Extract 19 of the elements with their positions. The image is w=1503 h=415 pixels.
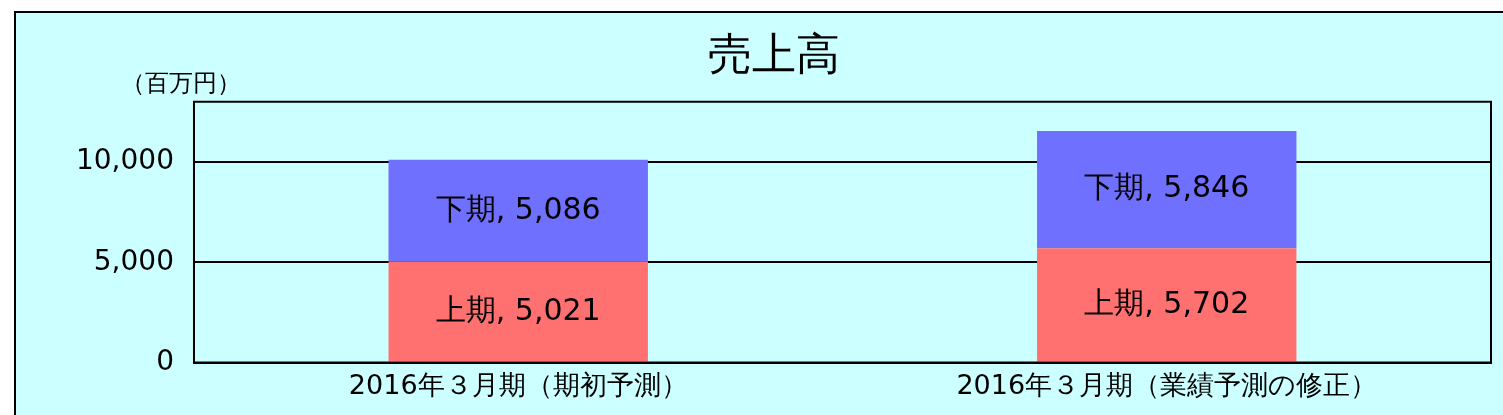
y-axis-title: （百万円）	[121, 69, 241, 98]
series-label: 下期	[435, 190, 496, 226]
bar	[388, 261, 648, 362]
bar	[1037, 130, 1297, 249]
chart-title: 売上高	[707, 27, 840, 79]
x-tick-label: 2016年３月期（業績予測の修正）	[956, 368, 1378, 400]
text: 下期	[1084, 169, 1145, 205]
y-tick-label: 5,000	[93, 243, 174, 277]
bar	[388, 159, 648, 262]
series-label: 上期	[435, 291, 496, 327]
bar	[1037, 248, 1297, 362]
data-label: , 5,702	[1144, 284, 1250, 320]
data-label: , 5,021	[495, 291, 601, 327]
data-label: , 5,846	[1144, 169, 1250, 205]
y-tick-label: 0	[156, 343, 174, 377]
x-tick-label: 2016年３月期（期初予測）	[348, 368, 688, 400]
text: 上期	[1084, 284, 1145, 320]
y-tick-label: 10,000	[75, 143, 174, 177]
data-label: , 5,086	[495, 190, 601, 226]
